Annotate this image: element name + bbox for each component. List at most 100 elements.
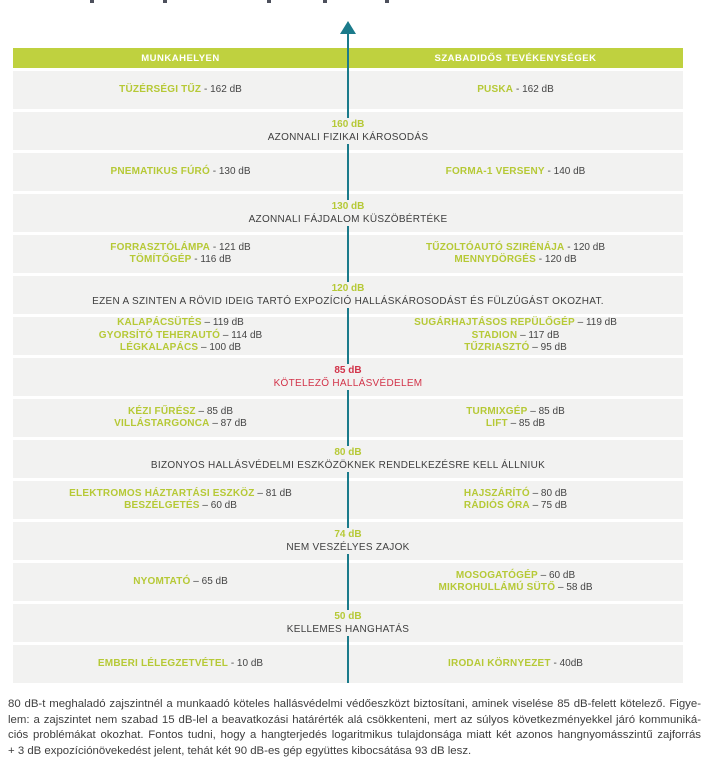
noise-item-label: LÉGKALAPÁCS: [119, 342, 199, 354]
noise-item: FORRASZTÓLÁMPA - 121 dB: [110, 242, 250, 255]
noise-item-value: – 80 dB: [529, 487, 568, 499]
noise-items-row: EMBERI LÉLEGZETVÉTEL - 10 dB IRODAI KÖRNY…: [13, 645, 683, 683]
noise-item: NYOMTATÓ – 65 dB: [133, 576, 228, 589]
cropped-text-remnant: [90, 0, 94, 3]
right-column: HAJSZÁRÍTÓ – 80 dB RÁDIÓS ÓRA – 75 dB: [348, 481, 683, 519]
noise-item-label: HAJSZÁRÍTÓ: [463, 487, 530, 499]
noise-item: KALAPÁCSÜTÉS – 119 dB: [117, 317, 244, 330]
threshold-description: KÖTELEZŐ HALLÁSVÉDELEM: [273, 378, 423, 389]
cropped-text-remnant: [323, 0, 327, 3]
threshold-description: NEM VESZÉLYES ZAJOK: [286, 542, 410, 553]
noise-item: PNEMATIKUS FÚRÓ - 130 dB: [110, 166, 250, 179]
noise-item: STADION – 117 dB: [472, 330, 560, 343]
threshold-box: 80 dB BIZONYOS HALLÁSVÉDELMI ESZKÖZÖKNEK …: [136, 446, 560, 472]
noise-item-value: - 140 dB: [544, 165, 586, 177]
noise-item-value: – 85 dB: [527, 405, 565, 417]
threshold-row: 85 dB KÖTELEZŐ HALLÁSVÉDELEM: [13, 358, 683, 396]
noise-item-label: ELEKTROMOS HÁZTARTÁSI ESZKÖZ: [69, 487, 255, 499]
threshold-description: BIZONYOS HALLÁSVÉDELMI ESZKÖZÖKNEK RENDE…: [150, 460, 546, 471]
threshold-db-value: 160 dB: [331, 119, 365, 130]
threshold-row: 80 dB BIZONYOS HALLÁSVÉDELMI ESZKÖZÖKNEK …: [13, 440, 683, 478]
threshold-db-value: 80 dB: [334, 447, 362, 458]
noise-item-value: – 60 dB: [537, 569, 576, 581]
threshold-row: 50 dB KELLEMES HANGHATÁS: [13, 604, 683, 642]
threshold-box: 130 dB AZONNALI FÁJDALOM KÜSZÖBÉRTÉKE: [234, 200, 462, 226]
noise-item-value: – 85 dB: [195, 405, 234, 417]
noise-item: FORMA-1 VERSENY - 140 dB: [446, 166, 586, 179]
noise-item: TURMIXGÉP – 85 dB: [466, 406, 565, 419]
right-column: TŰZOLTÓAUTÓ SZIRÉNÁJA - 120 dB MENNYDÖRGÉ…: [348, 235, 683, 273]
right-column: TURMIXGÉP – 85 dB LIFT – 85 dB: [348, 399, 683, 437]
column-header-workplace: MUNKAHELYEN: [141, 52, 220, 64]
noise-item: LIFT – 85 dB: [486, 418, 545, 431]
left-column: TÜZÉRSÉGI TŰZ - 162 dB: [13, 71, 348, 109]
noise-item: TÖMÍTŐGÉP - 116 dB: [130, 254, 232, 267]
noise-item-label: KÉZI FŰRÉSZ: [127, 405, 196, 417]
left-column: FORRASZTÓLÁMPA - 121 dB TÖMÍTŐGÉP - 116 d…: [13, 235, 348, 273]
right-column: MOSOGATÓGÉP – 60 dB MIKROHULLÁMÚ SÜTŐ – 5…: [348, 563, 683, 601]
noise-item-label: VILLÁSTARGONCA: [114, 418, 210, 429]
noise-item: MIKROHULLÁMÚ SÜTŐ – 58 dB: [439, 582, 593, 595]
noise-item-label: NYOMTATÓ: [133, 575, 191, 587]
noise-item: TŰZOLTÓAUTÓ SZIRÉNÁJA - 120 dB: [426, 242, 605, 255]
right-column: SUGÁRHAJTÁSOS REPÜLŐGÉP – 119 dB STADION …: [348, 317, 683, 355]
noise-item: IRODAI KÖRNYEZET - 40dB: [448, 658, 583, 671]
noise-item-label: BESZÉLGETÉS: [124, 500, 200, 511]
noise-item: MENNYDÖRGÉS - 120 dB: [454, 254, 576, 267]
noise-item: HAJSZÁRÍTÓ – 80 dB: [464, 488, 567, 501]
threshold-box: 160 dB AZONNALI FIZIKAI KÁROSODÁS: [253, 118, 443, 144]
noise-item-label: IRODAI KÖRNYEZET: [448, 657, 551, 669]
noise-item: EMBERI LÉLEGZETVÉTEL - 10 dB: [98, 658, 263, 671]
noise-item-label: KALAPÁCSÜTÉS: [117, 317, 202, 329]
right-column: IRODAI KÖRNYEZET - 40dB: [348, 645, 683, 683]
threshold-row: 120 dB EZEN A SZINTEN A RÖVID IDEIG TARTÓ…: [13, 276, 683, 314]
noise-item-value: – 119 dB: [574, 317, 617, 329]
footnote-line: 80 dB-t meghaladó zajszintnél a munkaadó…: [8, 698, 701, 710]
threshold-db-value: 85 dB: [334, 365, 362, 376]
left-column: PNEMATIKUS FÚRÓ - 130 dB: [13, 153, 348, 191]
noise-item-value: – 95 dB: [529, 342, 567, 354]
noise-item-label: LIFT: [485, 418, 508, 429]
footnote-line: + 3 dB expozíciónövekedést jelent, tehát…: [8, 744, 472, 757]
threshold-db-value: 50 dB: [334, 611, 362, 622]
column-header-leisure: SZABADIDŐS TEVÉKENYSÉGEK: [434, 52, 597, 64]
noise-item-label: TŰZRIASZTÓ: [464, 342, 530, 354]
noise-item: TÜZÉRSÉGI TŰZ - 162 dB: [119, 84, 242, 97]
threshold-db-value: 74 dB: [334, 529, 362, 540]
noise-item: GYORSÍTÓ TEHERAUTÓ – 114 dB: [99, 330, 262, 343]
right-column: PUSKA - 162 dB: [348, 71, 683, 109]
noise-item-value: – 60 dB: [199, 500, 237, 511]
noise-items-row: NYOMTATÓ – 65 dB MOSOGATÓGÉP – 60 dB MIKRO…: [13, 563, 683, 601]
left-column: ELEKTROMOS HÁZTARTÁSI ESZKÖZ – 81 dB BESZ…: [13, 481, 348, 519]
left-column: EMBERI LÉLEGZETVÉTEL - 10 dB: [13, 645, 348, 683]
right-column: FORMA-1 VERSENY - 140 dB: [348, 153, 683, 191]
noise-item-label: MOSOGATÓGÉP: [455, 569, 538, 581]
noise-item-value: – 119 dB: [201, 317, 244, 329]
noise-item-value: - 10 dB: [228, 657, 264, 669]
noise-item-label: PUSKA: [477, 83, 514, 95]
noise-item-label: EMBERI LÉLEGZETVÉTEL: [97, 657, 229, 669]
threshold-description: AZONNALI FIZIKAI KÁROSODÁS: [267, 132, 429, 143]
noise-item-value: - 162 dB: [513, 83, 554, 95]
noise-item: VILLÁSTARGONCA – 87 dB: [114, 418, 247, 431]
threshold-row: 130 dB AZONNALI FÁJDALOM KÜSZÖBÉRTÉKE: [13, 194, 683, 232]
threshold-description: AZONNALI FÁJDALOM KÜSZÖBÉRTÉKE: [248, 214, 448, 225]
threshold-row: 74 dB NEM VESZÉLYES ZAJOK: [13, 522, 683, 560]
noise-item-value: – 117 dB: [517, 329, 560, 341]
noise-item-label: TÜZÉRSÉGI TŰZ: [119, 83, 202, 95]
noise-item: BESZÉLGETÉS – 60 dB: [124, 500, 237, 513]
noise-item: SUGÁRHAJTÁSOS REPÜLŐGÉP – 119 dB: [414, 317, 617, 330]
noise-item-label: RÁDIÓS ÓRA: [463, 500, 530, 511]
threshold-box: 120 dB EZEN A SZINTEN A RÖVID IDEIG TARTÓ…: [78, 282, 618, 308]
noise-item-value: - 121 dB: [210, 241, 251, 253]
noise-item-value: – 87 dB: [209, 418, 247, 429]
left-column: NYOMTATÓ – 65 dB: [13, 563, 348, 601]
cropped-text-remnant: [163, 0, 167, 3]
noise-item-label: SUGÁRHAJTÁSOS REPÜLŐGÉP: [414, 317, 575, 329]
noise-items-row: ELEKTROMOS HÁZTARTÁSI ESZKÖZ – 81 dB BESZ…: [13, 481, 683, 519]
noise-item-value: – 100 dB: [198, 342, 242, 354]
noise-item-label: TŰZOLTÓAUTÓ SZIRÉNÁJA: [425, 241, 565, 253]
noise-item-label: GYORSÍTÓ TEHERAUTÓ: [98, 329, 221, 341]
threshold-box: 85 dB KÖTELEZŐ HALLÁSVÉDELEM: [259, 364, 437, 390]
